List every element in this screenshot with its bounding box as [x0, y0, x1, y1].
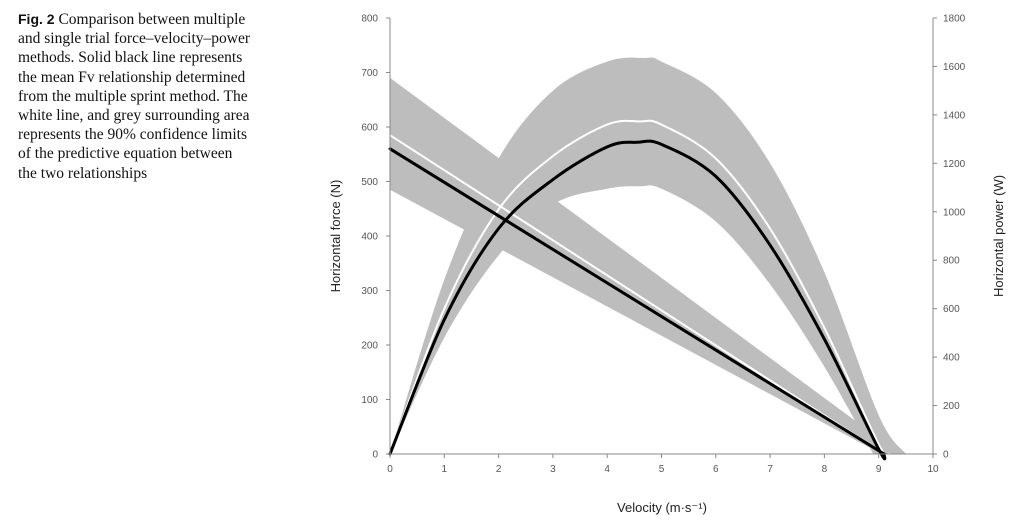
figure-caption: Fig. 2 Comparison between multiple and s… — [18, 10, 250, 183]
chart-axes: 0 1 2 3 4 5 6 7 8 9 100100200300400500600700800020… — [361, 14, 965, 476]
x-tick-label: 0 — [387, 464, 393, 475]
power-mean-line — [388, 139, 887, 461]
force-predicted-line — [389, 134, 886, 455]
y-tick-label: 800 — [361, 14, 378, 25]
y-tick-label: 500 — [361, 177, 378, 188]
y2-tick-label: 400 — [943, 353, 960, 364]
x-axis-title: Velocity (m·s⁻¹) — [617, 500, 707, 515]
x-tick-label: 6 — [713, 464, 719, 475]
y2-tick-label: 1800 — [943, 14, 966, 25]
y2-axis-title: Horizontal power (W) — [991, 175, 1006, 297]
y2-tick-label: 200 — [943, 401, 960, 412]
y2-tick-label: 1200 — [943, 159, 966, 170]
x-tick-label: 2 — [496, 464, 502, 475]
y-tick-label: 100 — [361, 395, 378, 406]
x-tick-label: 8 — [822, 464, 828, 475]
y2-tick-label: 800 — [943, 256, 960, 267]
y-tick-label: 700 — [361, 68, 378, 79]
figure-label: Fig. 2 — [18, 11, 55, 27]
y2-tick-label: 1000 — [943, 207, 966, 218]
y-tick-label: 0 — [372, 450, 378, 461]
y2-tick-label: 0 — [943, 450, 949, 461]
y-tick-label: 400 — [361, 232, 378, 243]
y2-tick-label: 600 — [943, 304, 960, 315]
confidence-bands — [390, 57, 906, 455]
x-tick-label: 4 — [604, 464, 610, 475]
y2-tick-label: 1600 — [943, 62, 966, 73]
caption-text: Comparison between multiple and single t… — [18, 11, 250, 182]
x-tick-label: 7 — [767, 464, 773, 475]
y-tick-label: 600 — [361, 123, 378, 134]
x-tick-label: 10 — [927, 464, 939, 475]
relationship-lines — [388, 119, 891, 461]
power-predicted-line — [389, 119, 891, 458]
x-tick-label: 5 — [659, 464, 665, 475]
x-tick-label: 3 — [550, 464, 556, 475]
power-confidence-band — [390, 57, 906, 455]
y-axis-title: Horizontal force (N) — [328, 180, 343, 293]
x-tick-label: 1 — [442, 464, 448, 475]
y-tick-label: 300 — [361, 286, 378, 297]
y2-tick-label: 1400 — [943, 110, 966, 121]
force-mean-line — [388, 147, 886, 456]
x-tick-label: 9 — [876, 464, 882, 475]
y-tick-label: 200 — [361, 341, 378, 352]
